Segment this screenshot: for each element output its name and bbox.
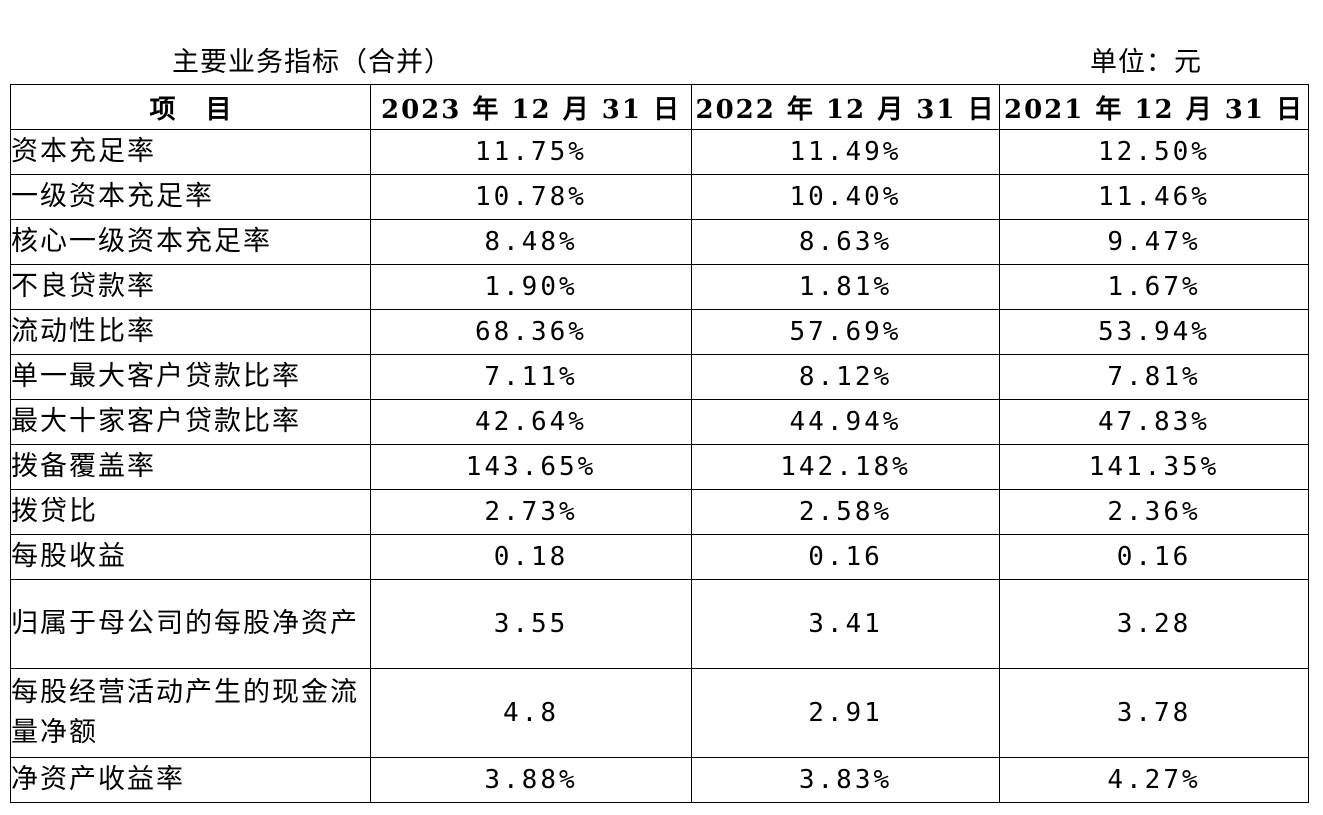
- cell-2023: 68.36%: [370, 309, 692, 355]
- cell-2023: 1.90%: [370, 264, 692, 310]
- cell-2023: 3.88%: [370, 757, 692, 803]
- table-row: 一级资本充足率 10.78% 10.40% 11.46%: [10, 174, 1309, 220]
- row-label: 一级资本充足率: [10, 174, 371, 220]
- cell-2022: 1.81%: [691, 264, 1000, 310]
- row-label: 核心一级资本充足率: [10, 219, 371, 265]
- cell-2023: 143.65%: [370, 444, 692, 490]
- cell-2022: 2.91: [691, 668, 1000, 758]
- cell-2021: 9.47%: [999, 219, 1309, 265]
- table-row: 不良贷款率 1.90% 1.81% 1.67%: [10, 264, 1309, 310]
- row-label: 单一最大客户贷款比率: [10, 354, 371, 400]
- cell-2022: 8.12%: [691, 354, 1000, 400]
- row-label: 每股经营活动产生的现金流量净额: [10, 668, 371, 758]
- cell-2021: 7.81%: [999, 354, 1309, 400]
- cell-2023: 3.55: [370, 579, 692, 669]
- table-row: 每股经营活动产生的现金流量净额 4.8 2.91 3.78: [10, 668, 1309, 758]
- table-row: 最大十家客户贷款比率 42.64% 44.94% 47.83%: [10, 399, 1309, 445]
- row-label: 拨贷比: [10, 489, 371, 535]
- cell-2022: 142.18%: [691, 444, 1000, 490]
- table-title: 主要业务指标（合并）: [172, 47, 452, 78]
- cell-2023: 4.8: [370, 668, 692, 758]
- cell-2021: 3.78: [999, 668, 1309, 758]
- row-label: 资本充足率: [10, 129, 371, 175]
- row-label: 流动性比率: [10, 309, 371, 355]
- cell-2023: 7.11%: [370, 354, 692, 400]
- cell-2022: 44.94%: [691, 399, 1000, 445]
- table-caption: 主要业务指标（合并） 单位：元: [0, 40, 1323, 80]
- cell-2022: 2.58%: [691, 489, 1000, 535]
- table-row: 净资产收益率 3.88% 3.83% 4.27%: [10, 757, 1309, 803]
- row-label: 拨备覆盖率: [10, 444, 371, 490]
- cell-2022: 11.49%: [691, 129, 1000, 175]
- table-row: 拨备覆盖率 143.65% 142.18% 141.35%: [10, 444, 1309, 490]
- row-label: 最大十家客户贷款比率: [10, 399, 371, 445]
- cell-2022: 3.41: [691, 579, 1000, 669]
- cell-2023: 2.73%: [370, 489, 692, 535]
- table-row: 资本充足率 11.75% 11.49% 12.50%: [10, 129, 1309, 175]
- header-2023: 2023 年 12 月 31 日: [370, 84, 692, 130]
- cell-2021: 12.50%: [999, 129, 1309, 175]
- row-label: 归属于母公司的每股净资产: [10, 579, 371, 669]
- cell-2021: 53.94%: [999, 309, 1309, 355]
- table-row: 核心一级资本充足率 8.48% 8.63% 9.47%: [10, 219, 1309, 265]
- cell-2022: 10.40%: [691, 174, 1000, 220]
- cell-2023: 11.75%: [370, 129, 692, 175]
- row-label: 净资产收益率: [10, 757, 371, 803]
- unit-label: 单位：元: [1090, 47, 1202, 78]
- row-label: 不良贷款率: [10, 264, 371, 310]
- cell-2021: 3.28: [999, 579, 1309, 669]
- cell-2021: 4.27%: [999, 757, 1309, 803]
- table-row: 归属于母公司的每股净资产 3.55 3.41 3.28: [10, 579, 1309, 669]
- row-label: 每股收益: [10, 534, 371, 580]
- cell-2023: 0.18: [370, 534, 692, 580]
- cell-2021: 1.67%: [999, 264, 1309, 310]
- table-row: 每股收益 0.18 0.16 0.16: [10, 534, 1309, 580]
- table-row: 单一最大客户贷款比率 7.11% 8.12% 7.81%: [10, 354, 1309, 400]
- cell-2021: 2.36%: [999, 489, 1309, 535]
- cell-2021: 11.46%: [999, 174, 1309, 220]
- cell-2022: 57.69%: [691, 309, 1000, 355]
- cell-2021: 141.35%: [999, 444, 1309, 490]
- cell-2022: 8.63%: [691, 219, 1000, 265]
- cell-2021: 0.16: [999, 534, 1309, 580]
- table-row: 流动性比率 68.36% 57.69% 53.94%: [10, 309, 1309, 355]
- cell-2023: 10.78%: [370, 174, 692, 220]
- header-row: 项目 2023 年 12 月 31 日 2022 年 12 月 31 日 202…: [10, 84, 1309, 130]
- header-2022: 2022 年 12 月 31 日: [691, 84, 1000, 130]
- cell-2022: 0.16: [691, 534, 1000, 580]
- metrics-table: 项目 2023 年 12 月 31 日 2022 年 12 月 31 日 202…: [10, 84, 1309, 803]
- cell-2023: 42.64%: [370, 399, 692, 445]
- cell-2021: 47.83%: [999, 399, 1309, 445]
- cell-2023: 8.48%: [370, 219, 692, 265]
- header-item: 项目: [10, 84, 371, 130]
- cell-2022: 3.83%: [691, 757, 1000, 803]
- header-2021: 2021 年 12 月 31 日: [999, 84, 1309, 130]
- table-row: 拨贷比 2.73% 2.58% 2.36%: [10, 489, 1309, 535]
